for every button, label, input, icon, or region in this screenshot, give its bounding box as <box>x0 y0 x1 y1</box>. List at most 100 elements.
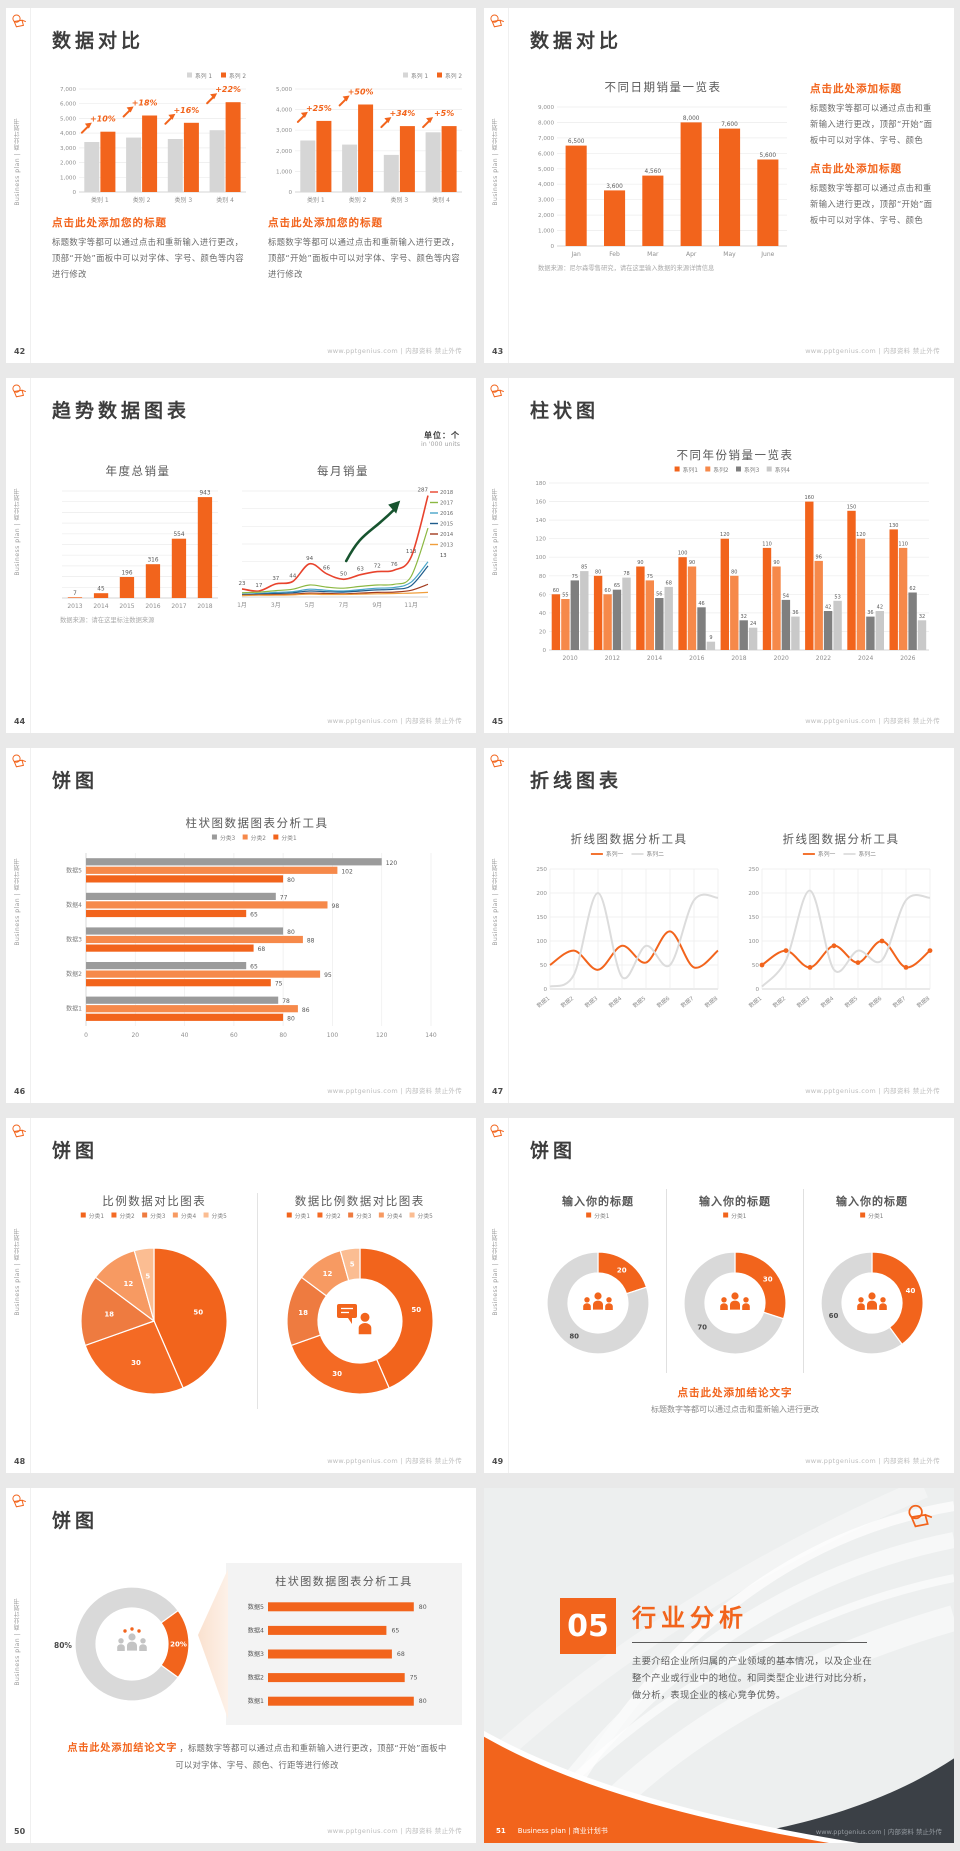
svg-text:40: 40 <box>906 1287 916 1295</box>
slide-51: 05 行业分析 主要介绍企业所归属的产业领域的基本情况，以及企业在整个产业或行业… <box>484 1488 954 1843</box>
svg-text:42: 42 <box>877 605 883 611</box>
chart-title: 折线图数据分析工具 <box>570 832 688 846</box>
slide-title: 柱状图 <box>530 400 600 422</box>
footer-url: www.pptgenius.com | 内部资料 禁止外传 <box>327 347 462 355</box>
svg-text:Mar: Mar <box>647 251 659 258</box>
footer-url: www.pptgenius.com | 内部资料 禁止外传 <box>815 1828 942 1836</box>
slide-left-rail: Business plan | 商业计划书 <box>6 1118 31 1473</box>
svg-text:9月: 9月 <box>372 602 382 609</box>
svg-text:98: 98 <box>332 903 340 910</box>
slide-48: Business plan | 商业计划书 饼图 比例数据对比图表 50 30 18… <box>6 1118 476 1473</box>
section-title: 行业分析 <box>632 1604 748 1632</box>
svg-text:80: 80 <box>287 877 295 884</box>
svg-text:95: 95 <box>324 972 332 979</box>
data-source-note: 数据来源：请在这里标注数据来源 <box>60 617 155 624</box>
svg-text:62: 62 <box>909 586 915 592</box>
svg-text:100: 100 <box>327 1032 339 1039</box>
svg-text:0: 0 <box>72 190 76 196</box>
page-number: 45 <box>492 717 504 726</box>
svg-text:数据6: 数据6 <box>867 994 884 1010</box>
chart-title: 输入你的标题 <box>836 1195 908 1208</box>
svg-text:数据4: 数据4 <box>819 994 836 1010</box>
svg-text:80: 80 <box>539 574 547 580</box>
svg-text:160: 160 <box>805 495 815 501</box>
svg-text:数据1: 数据1 <box>747 994 763 1009</box>
svg-text:0: 0 <box>543 987 547 993</box>
svg-text:分类1: 分类1 <box>89 1212 105 1220</box>
svg-text:5月: 5月 <box>305 602 315 609</box>
svg-text:2010: 2010 <box>562 655 577 662</box>
page-number: 51 <box>496 1827 506 1835</box>
svg-text:196: 196 <box>121 571 132 577</box>
svg-text:20: 20 <box>617 1267 627 1275</box>
svg-text:150: 150 <box>536 915 547 921</box>
svg-text:65: 65 <box>391 1627 399 1634</box>
svg-text:5: 5 <box>146 1273 151 1281</box>
svg-text:20%: 20% <box>170 1641 187 1649</box>
svg-text:120: 120 <box>856 532 866 538</box>
data-source-note: 数据来源：尼尔森零售研究，请在这里输入数据的来源详情信息 <box>538 265 715 272</box>
svg-text:36: 36 <box>792 610 798 616</box>
svg-text:80: 80 <box>731 569 737 575</box>
svg-text:90: 90 <box>773 560 779 566</box>
svg-text:3,000: 3,000 <box>276 128 292 134</box>
svg-text:6,000: 6,000 <box>538 151 554 157</box>
svg-text:数据8: 数据8 <box>703 994 720 1010</box>
sidebar-vertical-text: Business plan | 商业计划书 <box>14 1598 21 1686</box>
svg-text:4,000: 4,000 <box>538 182 554 188</box>
svg-text:32: 32 <box>741 614 747 620</box>
sidebar-vertical-text: Business plan | 商业计划书 <box>492 858 499 946</box>
svg-text:数据1: 数据1 <box>66 1005 82 1013</box>
svg-text:2,000: 2,000 <box>60 161 76 167</box>
footer-url: www.pptgenius.com | 内部资料 禁止外传 <box>805 347 940 355</box>
svg-text:12: 12 <box>322 1270 332 1278</box>
svg-text:17: 17 <box>255 583 262 589</box>
svg-text:0: 0 <box>755 987 759 993</box>
svg-text:42: 42 <box>825 605 831 611</box>
svg-text:数据2: 数据2 <box>559 994 575 1009</box>
svg-text:24: 24 <box>750 621 756 627</box>
svg-text:分类5: 分类5 <box>417 1212 433 1220</box>
svg-text:50: 50 <box>194 1308 204 1316</box>
svg-text:2026: 2026 <box>900 655 915 662</box>
sidebar-vertical-text: Business plan | 商业计划书 <box>492 118 499 206</box>
svg-text:数据6: 数据6 <box>655 994 672 1010</box>
svg-text:系列 1: 系列 1 <box>411 72 428 80</box>
svg-text:系列一: 系列一 <box>818 850 836 858</box>
svg-text:系列3: 系列3 <box>744 466 760 474</box>
chart-title: 不同日期销量一览表 <box>604 80 722 94</box>
svg-text:2022: 2022 <box>816 655 831 662</box>
footer-url: www.pptgenius.com | 内部资料 禁止外传 <box>805 1457 940 1465</box>
svg-text:120: 120 <box>535 537 546 543</box>
svg-text:类别 2: 类别 2 <box>349 196 367 204</box>
svg-text:68: 68 <box>397 1651 405 1658</box>
svg-text:140: 140 <box>425 1032 437 1039</box>
slide-46: Business plan | 商业计划书 饼图 柱状图数据图表分析工具 0 20… <box>6 748 476 1103</box>
page-number: 49 <box>492 1457 504 1466</box>
slide-50: Business plan | 商业计划书 饼图 20% 80% 柱状图数据图表分… <box>6 1488 476 1843</box>
svg-text:7,000: 7,000 <box>538 136 554 142</box>
svg-text:200: 200 <box>748 891 759 897</box>
svg-text:86: 86 <box>302 1007 310 1014</box>
svg-text:75: 75 <box>572 574 578 580</box>
svg-text:30: 30 <box>131 1359 141 1367</box>
svg-text:9,000: 9,000 <box>538 105 554 111</box>
svg-text:80: 80 <box>287 929 295 936</box>
svg-text:7月: 7月 <box>339 602 349 609</box>
svg-text:80: 80 <box>569 1332 579 1340</box>
svg-text:75: 75 <box>275 981 283 988</box>
svg-text:50: 50 <box>752 963 760 969</box>
svg-text:63: 63 <box>357 567 364 573</box>
svg-text:943: 943 <box>199 491 210 497</box>
svg-text:5: 5 <box>350 1261 355 1269</box>
svg-text:65: 65 <box>614 583 620 589</box>
svg-text:1,000: 1,000 <box>538 229 554 235</box>
svg-text:系列一: 系列一 <box>606 850 624 858</box>
horizontal-bar-chart: 数据5 80 数据4 65 数据3 68 数据2 75 数据1 80 <box>238 1595 450 1713</box>
footer-url: www.pptgenius.com | 内部资料 禁止外传 <box>327 1087 462 1095</box>
svg-text:80%: 80% <box>54 1641 72 1650</box>
divider-footer-left: 51 Business plan | 商业计划书 <box>496 1826 608 1836</box>
block-heading: 点击此处添加标题 <box>810 83 902 95</box>
sidebar-vertical-text: Business plan | 商业计划书 <box>14 118 21 206</box>
svg-text:32: 32 <box>919 614 925 620</box>
